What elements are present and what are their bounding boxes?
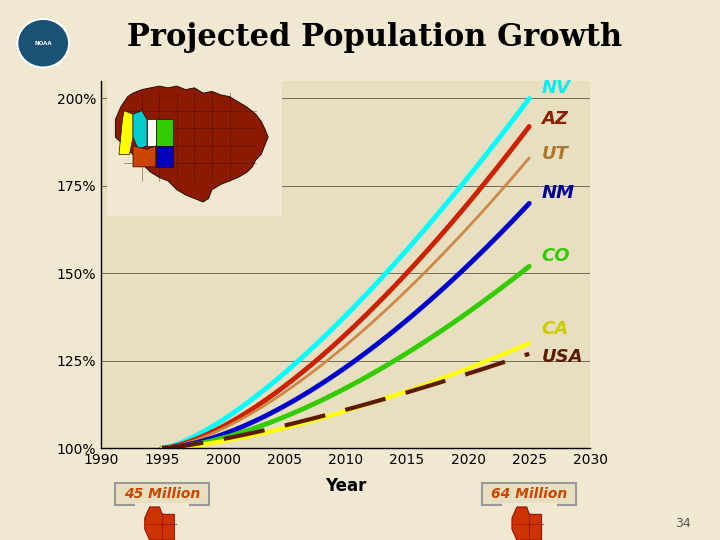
Text: CO: CO xyxy=(541,247,570,265)
Circle shape xyxy=(17,19,69,68)
Polygon shape xyxy=(147,119,156,146)
Polygon shape xyxy=(156,146,174,167)
Text: AZ: AZ xyxy=(541,111,568,129)
Polygon shape xyxy=(145,507,174,540)
Text: CA: CA xyxy=(541,320,569,338)
Text: 34: 34 xyxy=(675,517,691,530)
Polygon shape xyxy=(119,111,133,154)
Text: NM: NM xyxy=(541,184,575,202)
Text: Year: Year xyxy=(325,477,366,495)
Polygon shape xyxy=(133,111,147,149)
Polygon shape xyxy=(512,507,541,540)
Text: 45 Million: 45 Million xyxy=(124,487,200,501)
Polygon shape xyxy=(156,119,174,146)
Text: NV: NV xyxy=(541,79,570,97)
Text: NOAA: NOAA xyxy=(35,40,52,46)
Text: Projected Population Growth: Projected Population Growth xyxy=(127,22,622,53)
Text: USA: USA xyxy=(541,348,583,366)
Text: UT: UT xyxy=(541,145,568,164)
Polygon shape xyxy=(115,86,268,202)
Polygon shape xyxy=(133,146,156,167)
Text: 64 Million: 64 Million xyxy=(491,487,567,501)
